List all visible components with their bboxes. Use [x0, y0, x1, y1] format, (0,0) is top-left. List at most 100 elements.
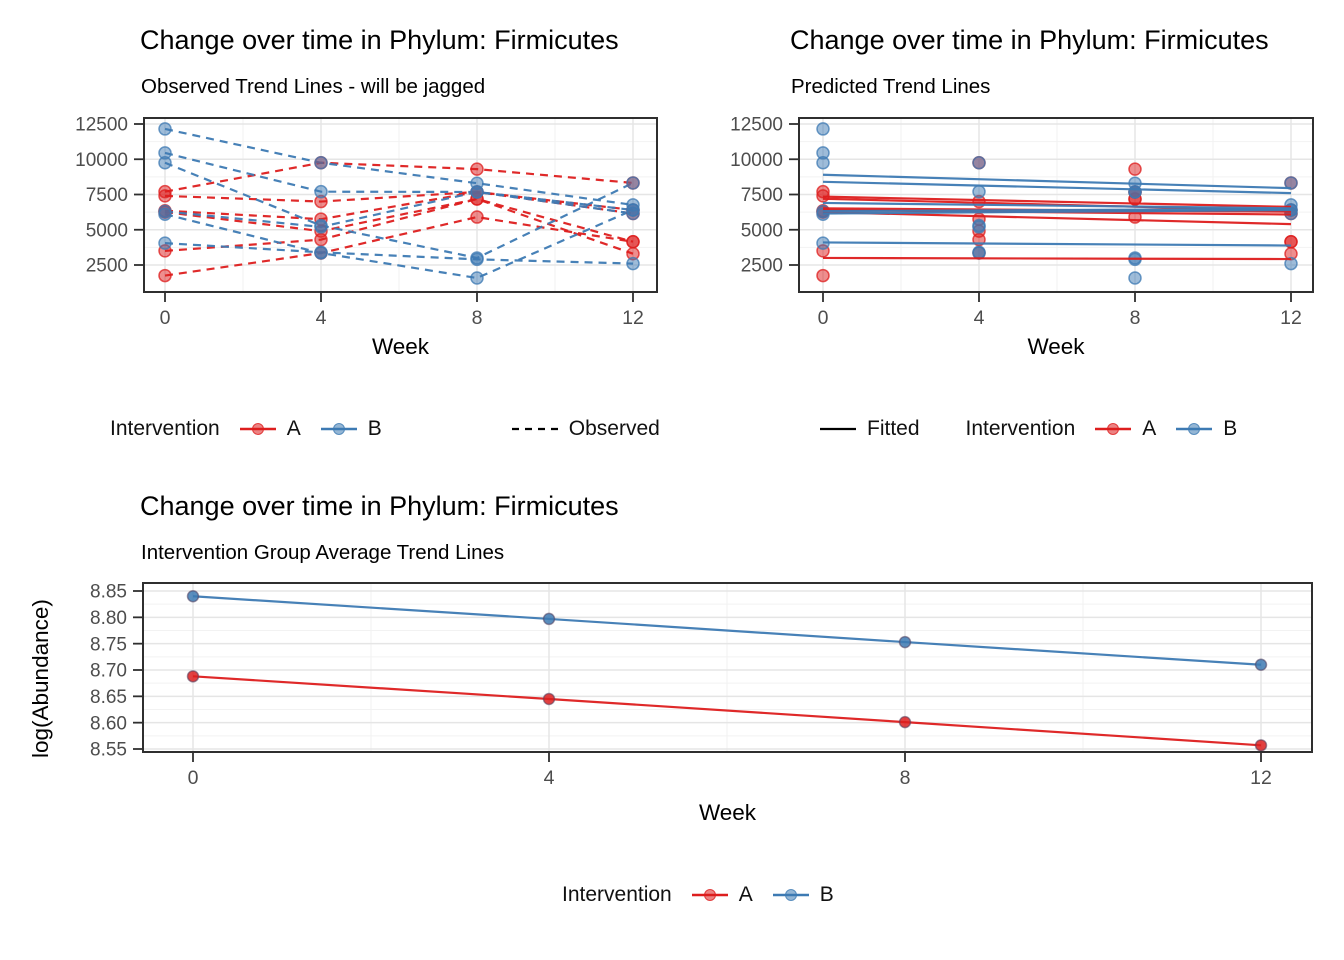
- trend-line-a: [164, 161, 634, 193]
- trend-line-a: [164, 197, 634, 243]
- x-tick-label: 4: [974, 307, 985, 329]
- legend-label-a: A: [286, 417, 301, 440]
- observed-trend-chart: Change over time in Phylum: Firmicutes O…: [0, 0, 672, 460]
- legend-key-b-icon: [1176, 423, 1213, 435]
- trend-line-a: [164, 215, 634, 277]
- data-point-b: [1128, 185, 1142, 199]
- legend-item-b: B: [1174, 417, 1237, 441]
- y-tick-label: 2500: [741, 256, 783, 277]
- x-tick-label: 0: [160, 307, 171, 329]
- legend-label-b: B: [367, 417, 382, 440]
- trend-line-b: [822, 208, 1292, 215]
- data-point-a: [314, 232, 328, 247]
- data-point-b: [158, 236, 172, 250]
- trend-line-b: [822, 173, 1292, 190]
- chart-title: Change over time in Phylum: Firmicutes: [140, 491, 619, 521]
- data-point-b: [1254, 658, 1268, 671]
- legend-label-b: B: [1223, 417, 1238, 440]
- data-point-b: [470, 271, 484, 285]
- legend-item-fitted: Fitted: [818, 417, 966, 441]
- legend-average: Intervention A B: [562, 878, 834, 912]
- legend-item-a: A: [690, 883, 753, 907]
- legend-key-a-icon: [691, 889, 728, 901]
- legend-item-b: B: [319, 417, 382, 441]
- trend-line-b: [822, 207, 1292, 213]
- y-tick-label: 12500: [730, 115, 783, 136]
- data-point-b: [158, 156, 172, 170]
- legend-item-a: A: [1093, 417, 1156, 441]
- panel-border: [143, 117, 658, 293]
- plot-area-observed: 2500 5000 7500 10000 12500 0 4 8 12 Week: [75, 115, 658, 359]
- legend-label-b: B: [819, 883, 834, 906]
- legend-title: Intervention: [562, 883, 672, 906]
- dashed-line-icon: [511, 427, 558, 431]
- legend-key-a-icon: [1095, 423, 1132, 435]
- x-tick-label: 8: [900, 767, 911, 789]
- y-tick-label: 5000: [86, 220, 128, 241]
- y-tick-label: 8.60: [90, 713, 127, 734]
- trend-line-b: [822, 180, 1292, 195]
- trend-line-b: [822, 201, 1292, 210]
- chart-subtitle: Observed Trend Lines - will be jagged: [141, 75, 486, 98]
- trend-line-b: [192, 595, 1262, 666]
- data-point-a: [470, 210, 484, 224]
- data-point-b: [1284, 256, 1298, 271]
- group-average-chart: Change over time in Phylum: Firmicutes I…: [0, 460, 1344, 960]
- data-point-b: [158, 122, 172, 136]
- legend-label-a: A: [738, 883, 753, 906]
- data-point-a: [542, 692, 556, 706]
- y-tick-label: 8.55: [90, 740, 127, 761]
- trend-line-a: [822, 195, 1292, 209]
- chart-title: Change over time in Phylum: Firmicutes: [140, 25, 619, 55]
- data-point-a: [158, 268, 172, 283]
- chart-subtitle: Predicted Trend Lines: [791, 75, 991, 98]
- predicted-trend-chart: Change over time in Phylum: Firmicutes P…: [672, 0, 1344, 460]
- legend-label-a: A: [1142, 417, 1157, 440]
- solid-line-icon: [820, 427, 856, 431]
- data-point-b: [542, 612, 556, 626]
- trend-line-a: [192, 675, 1262, 747]
- data-point-b: [816, 156, 830, 170]
- legend-key-b-icon: [772, 889, 809, 901]
- data-point-a: [816, 268, 830, 283]
- data-point-b: [1284, 176, 1298, 190]
- chart-subtitle: Intervention Group Average Trend Lines: [141, 541, 505, 564]
- x-tick-label: 12: [1280, 307, 1302, 329]
- panel-border: [798, 117, 1314, 293]
- x-tick-label: 0: [188, 767, 199, 789]
- data-point-b: [626, 256, 640, 271]
- y-tick-label: 8.80: [90, 608, 127, 629]
- data-point-b: [972, 184, 986, 199]
- data-point-a: [898, 715, 912, 729]
- legend-label-observed: Observed: [568, 417, 660, 440]
- data-point-b: [470, 252, 484, 267]
- data-point-b: [898, 635, 912, 649]
- data-point-b: [626, 203, 640, 217]
- trend-line-b: [164, 190, 634, 229]
- legend-item-observed: Observed: [510, 417, 660, 441]
- data-point-b: [972, 245, 986, 260]
- data-point-b: [626, 176, 640, 190]
- data-point-b: [314, 245, 328, 260]
- data-point-b: [1128, 271, 1142, 285]
- y-tick-label: 8.75: [90, 634, 127, 655]
- plot-area-predicted: 2500 5000 7500 10000 12500 0 4 8 12 Week: [730, 115, 1314, 359]
- trend-line-b: [164, 151, 634, 215]
- legend-title: Intervention: [110, 417, 220, 440]
- data-point-a: [158, 189, 172, 203]
- legend-title: Intervention: [965, 417, 1076, 440]
- y-tick-label: 5000: [741, 220, 783, 241]
- legend-predicted: Fitted Intervention A B: [818, 412, 1237, 446]
- data-point-b: [972, 156, 986, 170]
- data-point-b: [972, 220, 986, 234]
- trend-line-a: [822, 256, 1292, 261]
- x-tick-label: 12: [622, 307, 644, 329]
- x-tick-label: 0: [818, 307, 829, 329]
- legend-item-b: B: [771, 883, 834, 907]
- data-point-a: [1254, 739, 1268, 752]
- y-tick-label: 2500: [86, 256, 128, 277]
- data-point-b: [470, 185, 484, 199]
- chart-title: Change over time in Phylum: Firmicutes: [790, 25, 1269, 55]
- y-tick-label: 7500: [741, 185, 783, 206]
